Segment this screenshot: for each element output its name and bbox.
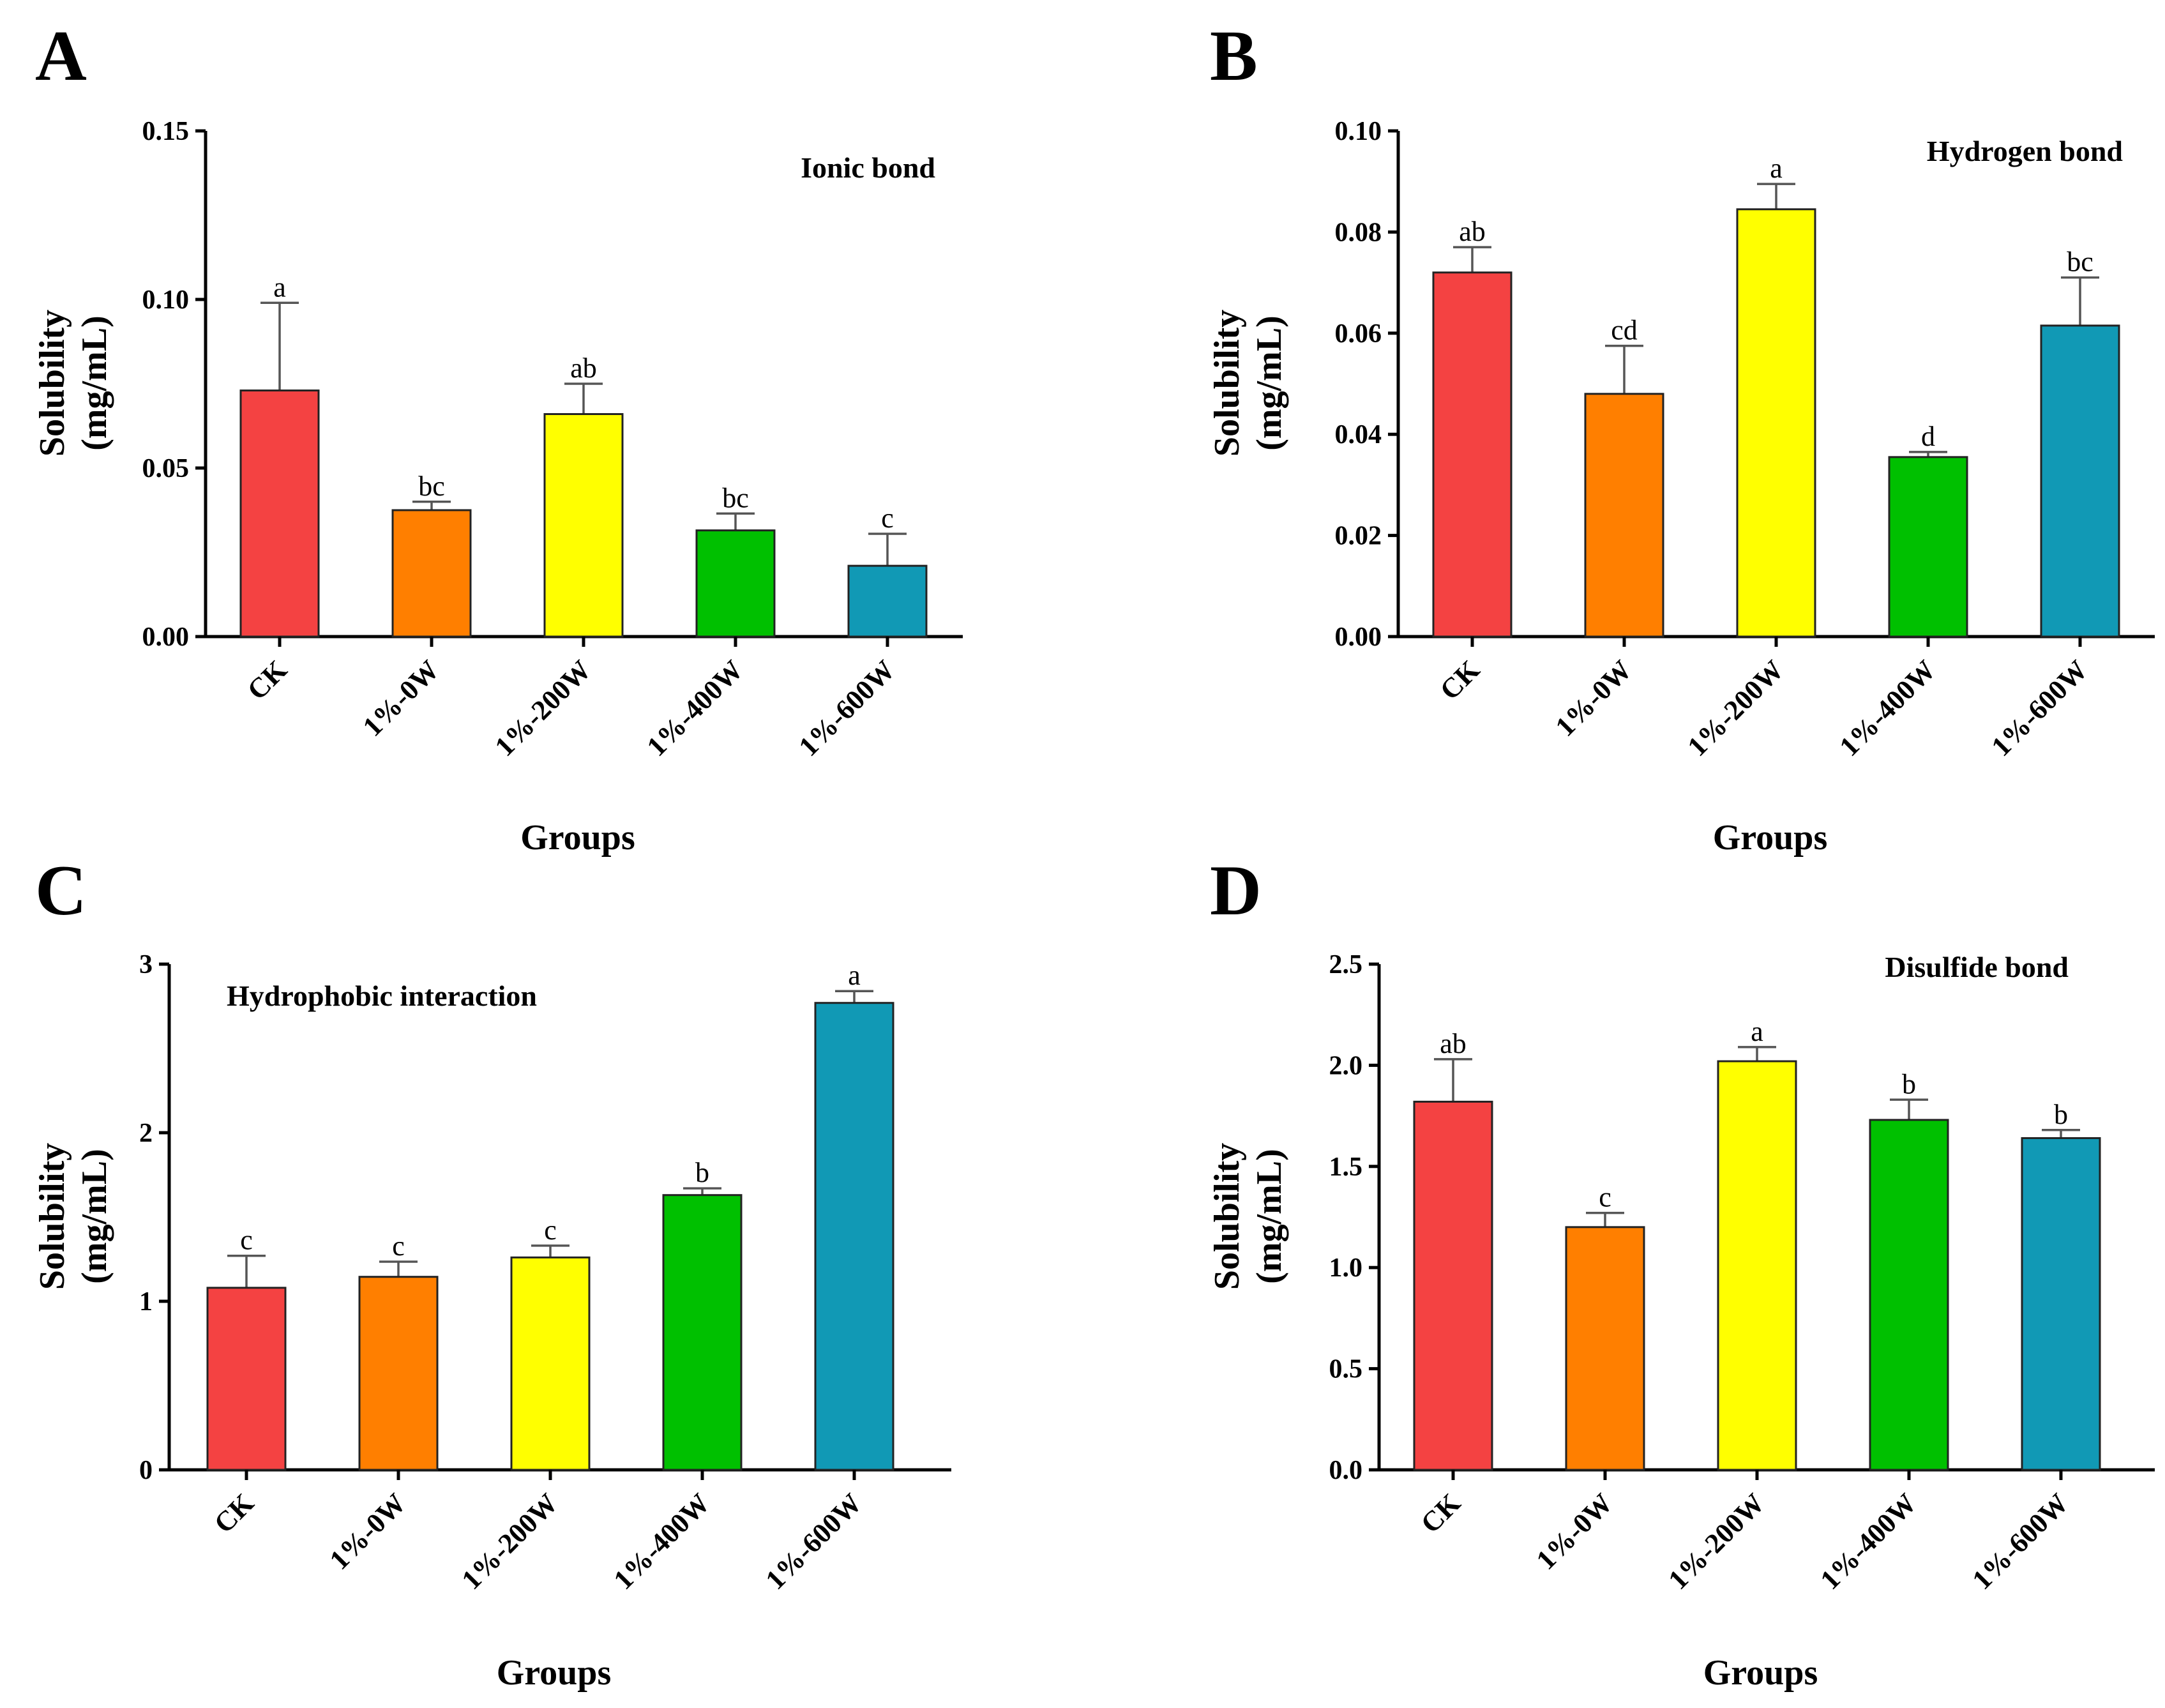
bar-1%-400W (1888, 456, 1968, 638)
significance-label: b (1902, 1068, 1916, 1100)
panel-letter: B (1210, 17, 1258, 96)
x-axis-title: Groups (497, 1653, 611, 1693)
y-tick-label: 0.06 (1335, 319, 1382, 349)
bar-1%-600W (814, 1002, 894, 1471)
y-tick-label: 0.08 (1335, 218, 1382, 247)
bar-1%-400W (1869, 1119, 1949, 1471)
chart-title: Hydrophobic interaction (227, 979, 537, 1012)
bar-1%-0W (358, 1276, 439, 1471)
y-tick-label: 1.0 (1329, 1253, 1363, 1283)
y-tick-label: 0 (139, 1456, 153, 1485)
y-axis-title: Solubility(mg/mL) (1207, 1143, 1289, 1290)
y-axis-title: Solubility(mg/mL) (33, 1143, 114, 1290)
bar-1%-200W (510, 1256, 591, 1471)
panel-letter: C (35, 851, 87, 930)
significance-label: cd (1611, 315, 1638, 346)
y-tick-label: 0.05 (142, 454, 190, 483)
y-tick-label: 0.0 (1329, 1456, 1363, 1485)
x-axis-title: Groups (1713, 818, 1827, 858)
significance-label: c (544, 1214, 557, 1246)
significance-label: ab (1459, 216, 1486, 247)
y-tick-label: 3 (139, 950, 153, 979)
bar-1%-600W (847, 564, 928, 638)
significance-label: ab (570, 352, 597, 384)
bar-CK (1413, 1100, 1493, 1471)
y-tick-label: 2.5 (1329, 950, 1363, 979)
bar-1%-400W (662, 1194, 743, 1471)
bar-1%-0W (391, 509, 472, 638)
bar-1%-0W (1565, 1226, 1645, 1471)
y-tick-label: 0.5 (1329, 1355, 1363, 1384)
y-axis-title: Solubility(mg/mL) (1207, 310, 1289, 457)
significance-label: c (1599, 1182, 1611, 1213)
significance-label: d (1921, 421, 1935, 452)
y-tick-label: 0.02 (1335, 522, 1382, 551)
y-tick-label: 2 (139, 1119, 153, 1148)
chart-title: Disulfide bond (1885, 951, 2069, 983)
chart-title: Ionic bond (801, 151, 935, 184)
significance-label: b (2054, 1099, 2068, 1130)
significance-label: c (392, 1230, 405, 1262)
bar-CK (1432, 271, 1512, 638)
bar-1%-400W (695, 529, 776, 638)
significance-label: bc (2067, 246, 2093, 278)
x-axis-title: Groups (1703, 1653, 1818, 1693)
significance-label: ab (1440, 1028, 1467, 1059)
bar-CK (206, 1287, 287, 1471)
y-tick-label: 0.00 (142, 623, 190, 652)
panel-letter: A (35, 17, 87, 96)
significance-label: c (240, 1225, 253, 1256)
chart-title: Hydrogen bond (1927, 135, 2124, 167)
y-tick-label: 2.0 (1329, 1051, 1363, 1080)
bar-1%-600W (2021, 1137, 2101, 1471)
x-axis-title: Groups (520, 818, 635, 858)
bar-1%-200W (1717, 1060, 1797, 1471)
significance-label: b (695, 1157, 709, 1188)
y-tick-label: 1 (139, 1287, 153, 1317)
significance-label: bc (722, 482, 749, 513)
y-tick-label: 0.10 (1335, 117, 1382, 146)
significance-label: a (1751, 1016, 1763, 1047)
significance-label: c (881, 503, 894, 534)
y-tick-label: 0.15 (142, 117, 190, 146)
y-tick-label: 0.10 (142, 285, 190, 315)
bar-1%-200W (1736, 208, 1816, 638)
bar-1%-200W (543, 413, 624, 638)
bar-1%-600W (2040, 324, 2120, 638)
y-axis-title: Solubility(mg/mL) (33, 310, 114, 457)
significance-label: a (848, 960, 861, 991)
significance-label: bc (418, 471, 445, 502)
bar-1%-0W (1584, 393, 1664, 638)
bar-CK (239, 389, 320, 638)
panel-letter: D (1210, 851, 1262, 930)
y-tick-label: 0.04 (1335, 420, 1382, 450)
significance-label: a (1770, 153, 1783, 184)
y-tick-label: 1.5 (1329, 1153, 1363, 1182)
y-tick-label: 0.00 (1335, 623, 1382, 652)
significance-label: a (273, 271, 286, 303)
